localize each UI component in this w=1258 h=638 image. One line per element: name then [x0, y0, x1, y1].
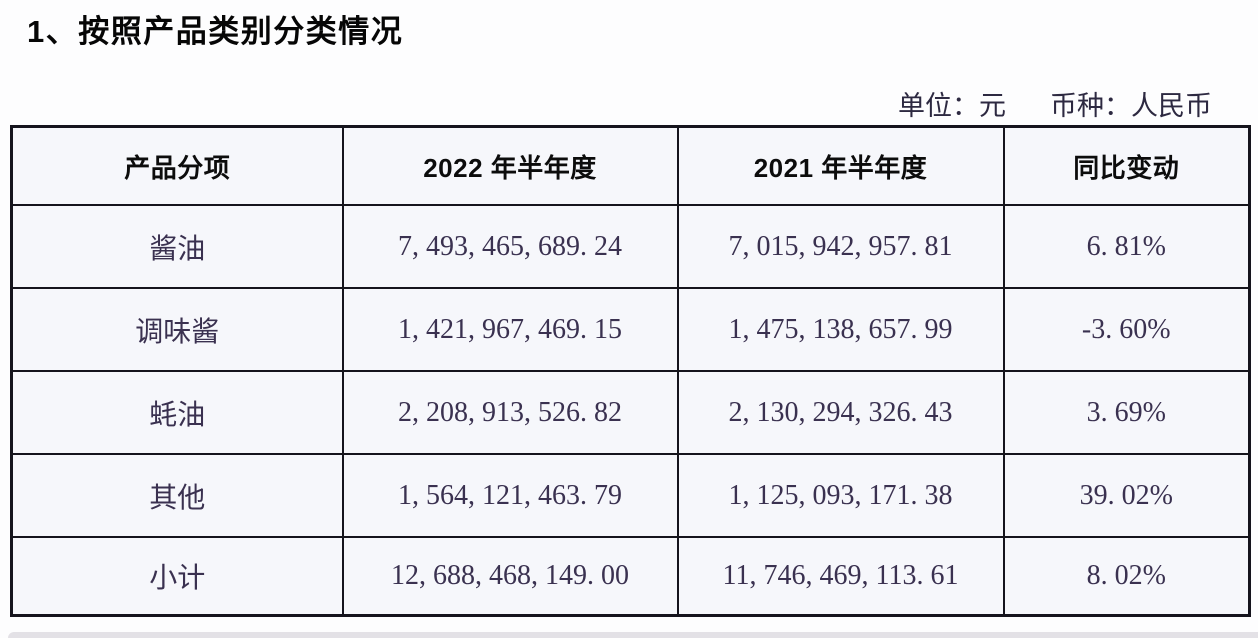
cell-yoy: 6. 81%: [1002, 204, 1251, 289]
table-row: 其他 1, 564, 121, 463. 79 1, 125, 093, 171…: [10, 453, 1251, 538]
col-header-2021: 2021 年半年度: [676, 125, 1005, 206]
cell-yoy: 39. 02%: [1002, 453, 1251, 538]
bottom-strip: [8, 632, 1258, 638]
unit-label: 单位：元: [898, 91, 1006, 121]
cell-category: 小计: [10, 536, 344, 617]
table-row: 蚝油 2, 208, 913, 526. 82 2, 130, 294, 326…: [10, 370, 1251, 455]
cell-2021: 11, 746, 469, 113. 61: [676, 536, 1005, 617]
col-header-category: 产品分项: [10, 125, 344, 206]
cell-2022: 1, 564, 121, 463. 79: [341, 453, 679, 538]
cell-2022: 1, 421, 967, 469. 15: [341, 287, 679, 372]
table-header-row: 产品分项 2022 年半年度 2021 年半年度 同比变动: [10, 125, 1251, 206]
currency-label: 币种：人民币: [1050, 91, 1212, 121]
cell-2021: 1, 125, 093, 171. 38: [676, 453, 1005, 538]
unit-line: 单位：元 币种：人民币: [898, 84, 1212, 123]
cell-2022: 2, 208, 913, 526. 82: [341, 370, 679, 455]
table-row: 调味酱 1, 421, 967, 469. 15 1, 475, 138, 65…: [10, 287, 1251, 372]
page-title: 1、按照产品类别分类情况: [27, 14, 404, 49]
cell-yoy: 8. 02%: [1002, 536, 1251, 617]
col-header-2022: 2022 年半年度: [341, 125, 679, 206]
cell-category: 蚝油: [10, 370, 344, 455]
col-header-yoy: 同比变动: [1002, 125, 1251, 206]
cell-category: 酱油: [10, 204, 344, 289]
cell-2022: 12, 688, 468, 149. 00: [341, 536, 679, 617]
cell-2021: 2, 130, 294, 326. 43: [676, 370, 1005, 455]
cell-category: 调味酱: [10, 287, 344, 372]
cell-2022: 7, 493, 465, 689. 24: [341, 204, 679, 289]
cell-2021: 7, 015, 942, 957. 81: [676, 204, 1005, 289]
cell-yoy: 3. 69%: [1002, 370, 1251, 455]
table-row: 酱油 7, 493, 465, 689. 24 7, 015, 942, 957…: [10, 204, 1251, 289]
product-category-table: 产品分项 2022 年半年度 2021 年半年度 同比变动 酱油 7, 493,…: [10, 125, 1251, 617]
cell-yoy: -3. 60%: [1002, 287, 1251, 372]
cell-2021: 1, 475, 138, 657. 99: [676, 287, 1005, 372]
table-row-subtotal: 小计 12, 688, 468, 149. 00 11, 746, 469, 1…: [10, 536, 1251, 617]
cell-category: 其他: [10, 453, 344, 538]
